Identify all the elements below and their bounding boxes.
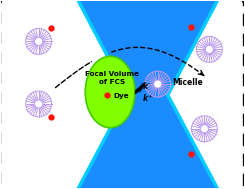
Circle shape: [35, 37, 43, 45]
Polygon shape: [78, 1, 217, 188]
Text: Focal Volume
of FCS: Focal Volume of FCS: [85, 71, 139, 85]
Text: k: k: [143, 82, 148, 91]
Circle shape: [205, 45, 213, 53]
Text: Dye: Dye: [113, 93, 129, 99]
Circle shape: [154, 80, 162, 88]
Circle shape: [35, 100, 43, 108]
Text: -: -: [148, 82, 150, 87]
Text: +: +: [148, 94, 153, 99]
Text: k: k: [143, 94, 148, 103]
Text: Micelle: Micelle: [173, 78, 203, 87]
Circle shape: [200, 125, 208, 133]
Ellipse shape: [85, 56, 135, 128]
